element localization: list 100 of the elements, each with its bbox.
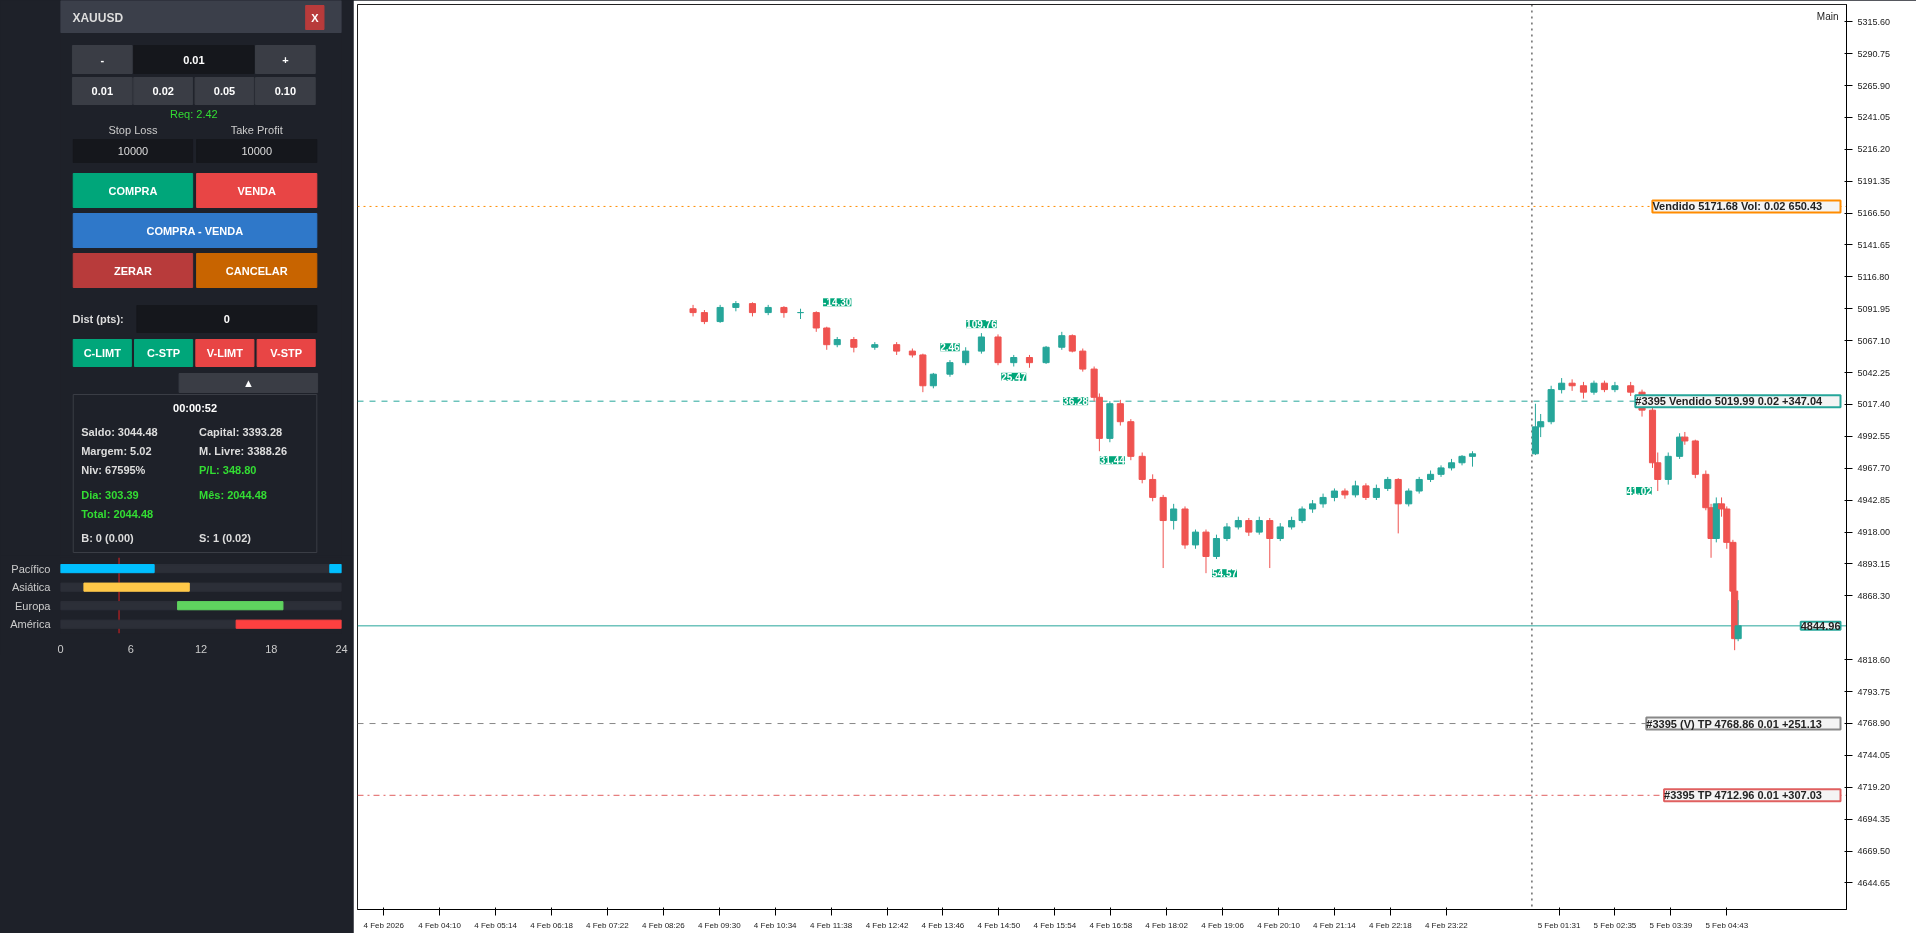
text: Saldo: 3044.48 <box>81 425 158 438</box>
y-tick-label: 4967.70 <box>1857 463 1891 474</box>
x-tick-label: 4 Feb 16:58 <box>1089 920 1133 930</box>
x-tick-label: 4 Feb 09:30 <box>697 920 742 930</box>
annotation: Main <box>1816 10 1839 22</box>
x-tick-label: 4 Feb 11:38 <box>810 920 853 930</box>
y-tick-label: 5166.50 <box>1857 208 1891 219</box>
y-tick-label: 4793.75 <box>1857 686 1891 697</box>
x-tick-label: 12 <box>194 642 208 655</box>
x-tick-label: 0 <box>57 642 64 655</box>
text: XAUUSD <box>72 10 124 25</box>
ref-line-label: #3395 (V) TP 4768.86 0.01 +251.13 <box>1646 717 1822 730</box>
annotation: 25.47 <box>1001 371 1027 383</box>
text: 0.10 <box>274 85 297 97</box>
text: B: 0 (0.00) <box>81 531 135 544</box>
y-tick-label: 5191.35 <box>1857 176 1891 187</box>
text: 10000 <box>241 145 273 157</box>
annotation: 41.02 <box>1626 486 1653 498</box>
text: 00:00:52 <box>173 401 218 414</box>
text: CANCELAR <box>225 264 288 277</box>
y-tick-label: 5141.65 <box>1857 240 1891 250</box>
x-tick-label: 4 Feb 10:34 <box>753 920 798 930</box>
y-tick-label: 4768.90 <box>1857 718 1891 729</box>
text: Capital: 3393.28 <box>199 425 283 438</box>
text: ZERAR <box>114 264 152 277</box>
x-tick-label: 24 <box>335 642 348 655</box>
text: - <box>100 53 105 66</box>
x-tick-label: 4 Feb 22:18 <box>1369 920 1413 930</box>
text: 0.01 <box>91 85 114 97</box>
y-tick-label: 5241.05 <box>1857 112 1891 123</box>
x-tick-label: 5 Feb 03:39 <box>1649 920 1693 930</box>
x-tick-label: 18 <box>265 642 278 655</box>
x-tick-label: 4 Feb 18:02 <box>1145 920 1189 930</box>
y-tick-label: 5265.90 <box>1857 80 1891 91</box>
y-tick-label: 5116.80 <box>1857 271 1890 282</box>
x-tick-label: 4 Feb 04:10 <box>418 920 462 930</box>
annotation: 31.44 <box>1099 455 1126 467</box>
annotation: 54.57 <box>1211 568 1238 580</box>
annotation: 109.76 <box>966 319 998 331</box>
x-tick-label: 4 Feb 21:14 <box>1313 920 1357 930</box>
x-tick-label: 5 Feb 01:31 <box>1537 920 1581 930</box>
text: V-LIMT <box>206 347 244 359</box>
x-tick-label: 4 Feb 06:18 <box>530 920 574 930</box>
x-tick-label: 5 Feb 04:43 <box>1705 920 1749 930</box>
x-tick-label: 4 Feb 14:50 <box>977 920 1021 930</box>
y-tick-label: América <box>10 618 52 631</box>
text: Dist (pts): <box>72 313 124 325</box>
text: Dia: 303.39 <box>81 488 139 501</box>
text: Margem: 5.02 <box>81 444 152 457</box>
y-tick-label: 4918.00 <box>1857 527 1891 538</box>
y-tick-label: Europa <box>15 599 52 612</box>
y-tick-label: 4744.05 <box>1857 750 1891 761</box>
text: S: 1 (0.02) <box>199 531 252 544</box>
y-tick-label: 5042.25 <box>1857 367 1891 378</box>
text: V-STP <box>270 347 303 359</box>
y-tick-label: 5091.95 <box>1857 303 1891 314</box>
y-tick-label: 5216.20 <box>1857 144 1891 155</box>
text: 10000 <box>117 145 149 157</box>
text: C-STP <box>147 347 181 359</box>
y-tick-label: 4719.20 <box>1857 782 1891 793</box>
y-tick-label: 4694.35 <box>1857 814 1891 825</box>
text: 0.01 <box>183 53 205 66</box>
text: + <box>282 53 289 66</box>
text: VENDA <box>237 184 277 197</box>
x-tick-label: 6 <box>127 642 134 655</box>
text: C-LIMT <box>83 347 122 359</box>
y-tick-label: 5290.75 <box>1857 48 1891 59</box>
y-tick-label: 4644.65 <box>1857 877 1891 888</box>
text: Niv: 67595% <box>81 463 146 476</box>
x-tick-label: 4 Feb 15:54 <box>1033 920 1077 930</box>
text: M. Livre: 3388.26 <box>199 444 288 457</box>
text: Total: 2044.48 <box>81 507 154 520</box>
text: COMPRA - VENDA <box>146 224 244 237</box>
x-tick-label: 4 Feb 07:22 <box>586 920 630 930</box>
annotation: -14.30 <box>823 297 852 309</box>
text: Stop Loss <box>108 123 158 136</box>
y-tick-label: 4942.85 <box>1857 495 1891 506</box>
text: Take Profit <box>230 123 283 136</box>
y-tick-label: Pacífico <box>11 562 51 575</box>
annotation: 36.28 <box>1063 396 1089 408</box>
y-tick-label: 5315.60 <box>1857 16 1891 27</box>
text: Req: 2.42 <box>169 107 218 120</box>
y-tick-label: 4669.50 <box>1857 846 1891 857</box>
x-tick-label: 4 Feb 20:10 <box>1257 920 1301 930</box>
text: X <box>311 11 320 24</box>
x-tick-label: 4 Feb 12:42 <box>865 920 909 930</box>
x-tick-label: 4 Feb 19:06 <box>1201 920 1245 930</box>
y-tick-label: Asiática <box>11 581 52 594</box>
y-tick-label: 5067.10 <box>1857 335 1891 346</box>
x-tick-label: 4 Feb 05:14 <box>474 920 518 930</box>
annotation: 2.46 <box>940 342 961 354</box>
y-tick-label: 4992.55 <box>1857 431 1891 442</box>
y-tick-label: 4893.15 <box>1857 559 1891 569</box>
x-tick-label: 5 Feb 02:35 <box>1593 920 1637 930</box>
text: 0.02 <box>152 85 174 97</box>
y-tick-label: 4868.30 <box>1857 590 1891 601</box>
text: ▲ <box>242 377 254 389</box>
x-tick-label: 4 Feb 2026 <box>363 920 405 930</box>
x-tick-label: 4 Feb 13:46 <box>921 920 965 930</box>
text: COMPRA <box>108 184 158 197</box>
